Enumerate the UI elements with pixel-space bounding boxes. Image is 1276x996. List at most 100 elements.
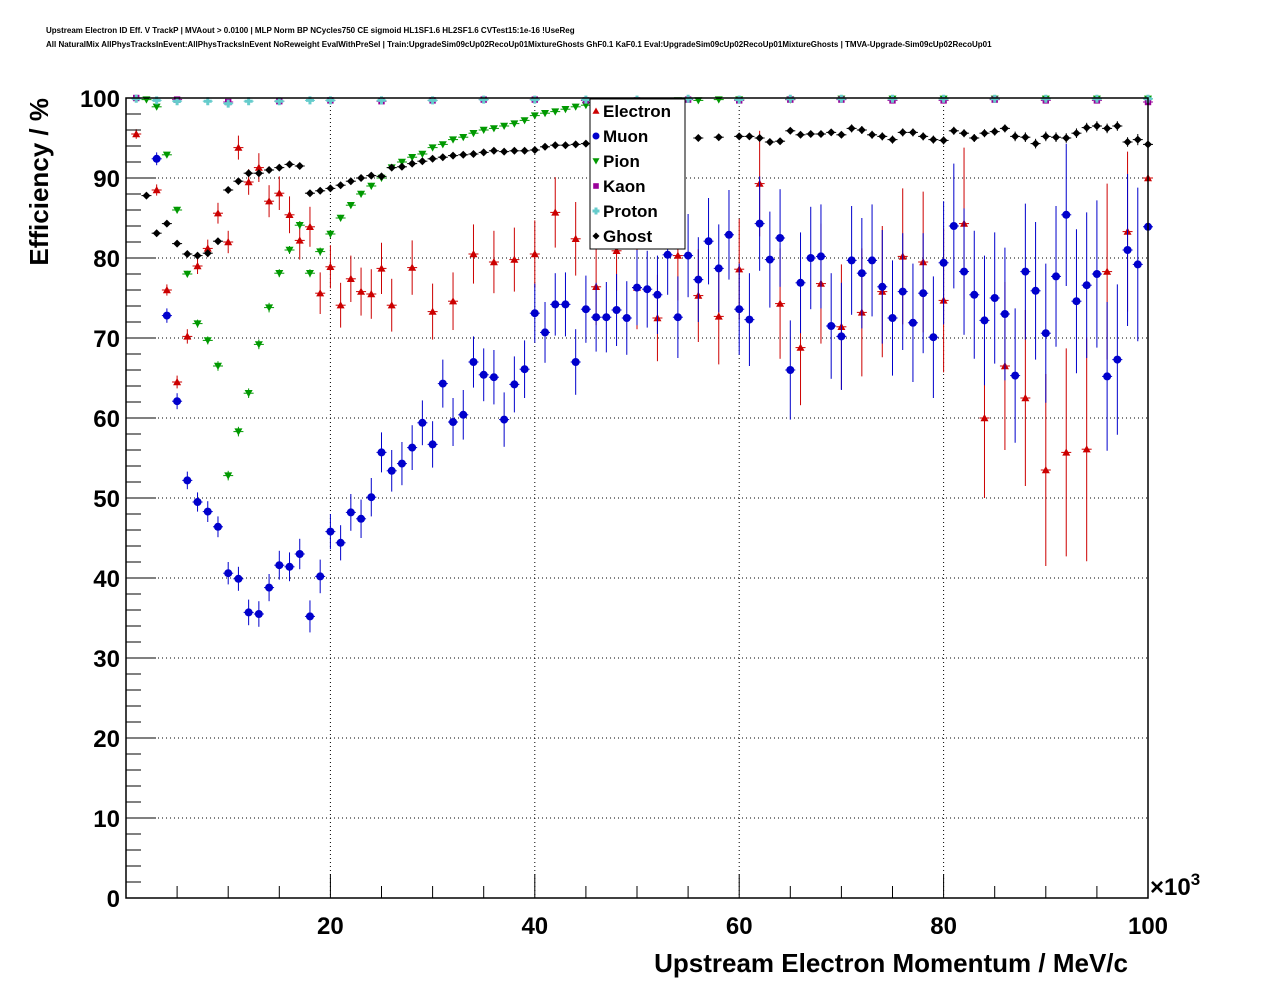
data-point (173, 206, 182, 214)
data-point (387, 163, 396, 172)
legend-label: Electron (603, 102, 671, 121)
data-point (397, 162, 406, 171)
data-point (193, 262, 202, 270)
data-point (530, 309, 539, 318)
series-proton (131, 94, 1153, 108)
data-point (305, 189, 314, 198)
data-point (265, 583, 274, 592)
data-point (326, 262, 335, 270)
y-tick-label: 0 (107, 886, 120, 913)
data-point (735, 132, 744, 141)
data-point (1082, 281, 1091, 290)
data-point (357, 174, 366, 182)
legend-label: Ghost (603, 227, 652, 246)
x-tick-label: 40 (521, 913, 548, 940)
data-point (1021, 394, 1030, 402)
data-point (939, 258, 948, 267)
data-point (593, 183, 599, 189)
data-point (816, 252, 825, 261)
data-point (316, 572, 325, 581)
data-point (581, 305, 590, 314)
data-point (1082, 445, 1091, 453)
data-point (408, 159, 417, 168)
legend-item-proton: Proton (592, 202, 658, 221)
data-point (387, 466, 396, 475)
data-point (551, 300, 560, 309)
data-point (234, 574, 243, 583)
legend-item-electron: Electron (592, 102, 671, 121)
data-point (990, 294, 999, 302)
data-point (714, 312, 723, 320)
data-point (418, 157, 427, 166)
data-point (898, 128, 907, 137)
data-point (449, 151, 458, 160)
data-point (357, 287, 366, 295)
data-point (244, 169, 253, 178)
data-point (449, 136, 458, 144)
x-axis-label: Upstream Electron Momentum / MeV/c (654, 948, 1128, 978)
data-point (367, 171, 376, 180)
data-point (888, 94, 897, 103)
data-point (520, 117, 529, 125)
data-point (193, 251, 202, 260)
data-point (837, 94, 846, 103)
data-point (1123, 138, 1132, 146)
data-point (295, 236, 304, 244)
data-point (663, 250, 672, 259)
data-point (990, 127, 999, 136)
data-point (653, 290, 662, 299)
data-point (193, 498, 202, 506)
data-point (541, 110, 550, 118)
data-point (479, 95, 488, 104)
data-point (275, 163, 284, 172)
data-point (1103, 372, 1112, 381)
y-tick-label: 40 (93, 566, 120, 593)
data-point (469, 130, 478, 138)
y-tick-label: 30 (93, 646, 120, 673)
data-point (806, 130, 815, 138)
y-tick-label: 10 (93, 806, 120, 833)
data-point (1072, 297, 1081, 306)
data-point (500, 122, 509, 130)
data-point (1041, 94, 1050, 103)
data-point (755, 219, 764, 228)
data-point (367, 493, 376, 502)
series-muon (151, 143, 1153, 633)
data-point (878, 132, 887, 141)
data-point (346, 508, 355, 517)
data-point (827, 128, 836, 137)
x-axis-multiplier-base: ×10 (1150, 874, 1191, 901)
data-point (377, 264, 386, 272)
data-point (1103, 267, 1112, 275)
data-point (275, 189, 284, 197)
data-point (796, 278, 805, 287)
data-point (1092, 94, 1101, 103)
data-point (213, 209, 222, 217)
data-point (633, 283, 641, 292)
data-point (776, 234, 785, 242)
data-point (336, 181, 345, 190)
data-point (265, 304, 274, 312)
data-point (786, 94, 795, 103)
data-point (837, 332, 846, 341)
grid-lines (126, 98, 1148, 898)
data-point (970, 134, 979, 142)
data-point (346, 274, 355, 282)
data-point (868, 256, 877, 265)
data-point (888, 135, 897, 144)
data-point (183, 270, 192, 278)
data-point (459, 410, 468, 419)
data-point (592, 132, 600, 140)
data-point (1052, 133, 1061, 142)
data-point (224, 99, 233, 108)
data-point (224, 186, 233, 194)
data-point (459, 150, 468, 159)
data-point (285, 210, 294, 218)
data-point (868, 130, 877, 139)
data-point (173, 378, 182, 386)
data-point (1052, 272, 1061, 281)
data-point (162, 311, 171, 320)
data-point (244, 178, 253, 186)
data-point (735, 95, 744, 104)
data-point (224, 569, 233, 578)
